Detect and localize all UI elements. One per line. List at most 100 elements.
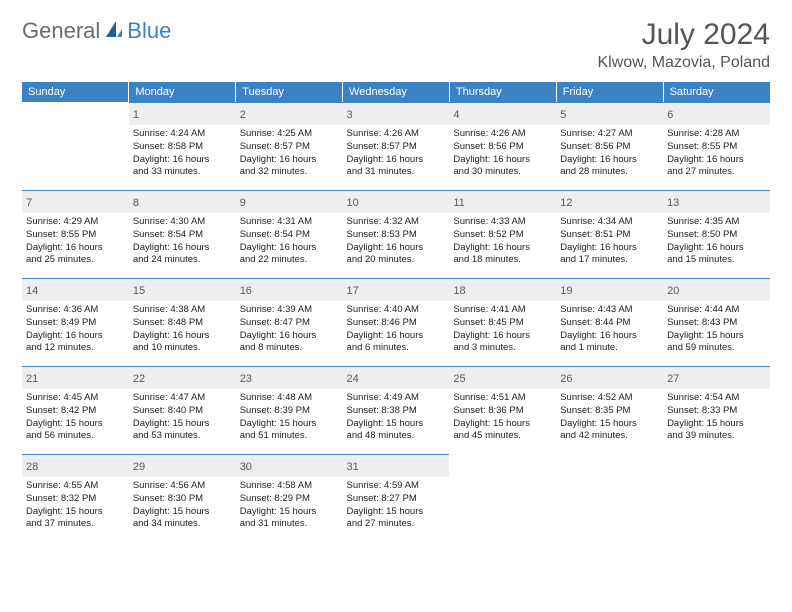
day-detail-line: Sunrise: 4:29 AM bbox=[26, 216, 125, 229]
day-number: 29 bbox=[133, 461, 145, 473]
day-details: Sunrise: 4:55 AMSunset: 8:32 PMDaylight:… bbox=[26, 480, 125, 531]
calendar-week-row: 1 Sunrise: 4:24 AMSunset: 8:58 PMDaylight… bbox=[22, 102, 770, 190]
calendar-day-cell: 7 Sunrise: 4:29 AMSunset: 8:55 PMDaylight… bbox=[22, 190, 129, 278]
day-detail-line: and 12 minutes. bbox=[26, 342, 125, 355]
day-detail-line: Sunrise: 4:43 AM bbox=[560, 304, 659, 317]
day-details: Sunrise: 4:47 AMSunset: 8:40 PMDaylight:… bbox=[133, 392, 232, 443]
day-number: 4 bbox=[453, 109, 459, 121]
calendar-day-cell: 6Sunrise: 4:28 AMSunset: 8:55 PMDaylight… bbox=[663, 102, 770, 190]
day-detail-line: Sunset: 8:52 PM bbox=[453, 229, 552, 242]
day-detail-line: Sunset: 8:38 PM bbox=[347, 405, 446, 418]
day-detail-line: Daylight: 15 hours bbox=[347, 418, 446, 431]
day-detail-line: Sunset: 8:47 PM bbox=[240, 317, 339, 330]
day-number: 3 bbox=[347, 109, 353, 121]
day-detail-line: Daylight: 16 hours bbox=[667, 154, 766, 167]
day-detail-line: Sunrise: 4:26 AM bbox=[453, 128, 552, 141]
day-detail-line: Daylight: 16 hours bbox=[133, 242, 232, 255]
day-detail-line: Daylight: 15 hours bbox=[240, 418, 339, 431]
day-detail-line: Sunrise: 4:33 AM bbox=[453, 216, 552, 229]
day-detail-line: and 59 minutes. bbox=[667, 342, 766, 355]
day-details: Sunrise: 4:25 AMSunset: 8:57 PMDaylight:… bbox=[240, 128, 339, 179]
day-details: Sunrise: 4:56 AMSunset: 8:30 PMDaylight:… bbox=[133, 480, 232, 531]
calendar-table: SundayMondayTuesdayWednesdayThursdayFrid… bbox=[22, 82, 770, 542]
day-detail-line: and 18 minutes. bbox=[453, 254, 552, 267]
day-details: Sunrise: 4:43 AMSunset: 8:44 PMDaylight:… bbox=[560, 304, 659, 355]
day-detail-line: Daylight: 16 hours bbox=[133, 154, 232, 167]
day-detail-line: Sunrise: 4:34 AM bbox=[560, 216, 659, 229]
day-detail-line: Sunrise: 4:58 AM bbox=[240, 480, 339, 493]
day-details: Sunrise: 4:31 AMSunset: 8:54 PMDaylight:… bbox=[240, 216, 339, 267]
day-number: 27 bbox=[667, 373, 679, 385]
day-number: 12 bbox=[560, 197, 572, 209]
calendar-day-cell: 16Sunrise: 4:39 AMSunset: 8:47 PMDayligh… bbox=[236, 278, 343, 366]
day-detail-line: Daylight: 15 hours bbox=[133, 418, 232, 431]
day-details: Sunrise: 4:44 AMSunset: 8:43 PMDaylight:… bbox=[667, 304, 766, 355]
day-detail-line: Sunrise: 4:55 AM bbox=[26, 480, 125, 493]
calendar-day-cell bbox=[663, 454, 770, 542]
day-detail-line: Sunset: 8:55 PM bbox=[26, 229, 125, 242]
logo-sail-icon bbox=[104, 19, 124, 44]
day-detail-line: and 22 minutes. bbox=[240, 254, 339, 267]
weekday-header: Thursday bbox=[449, 82, 556, 102]
day-number: 15 bbox=[133, 285, 145, 297]
day-detail-line: Sunset: 8:32 PM bbox=[26, 493, 125, 506]
header-right: July 2024 Klwow, Mazovia, Poland bbox=[597, 18, 770, 72]
day-detail-line: Daylight: 15 hours bbox=[26, 418, 125, 431]
day-number: 9 bbox=[240, 197, 246, 209]
day-number: 1 bbox=[133, 109, 139, 121]
day-number: 14 bbox=[26, 285, 38, 297]
day-details: Sunrise: 4:26 AMSunset: 8:57 PMDaylight:… bbox=[347, 128, 446, 179]
day-detail-line: Sunset: 8:30 PM bbox=[133, 493, 232, 506]
day-detail-line: Sunrise: 4:35 AM bbox=[667, 216, 766, 229]
day-detail-line: Sunset: 8:55 PM bbox=[667, 141, 766, 154]
calendar-day-cell: 2Sunrise: 4:25 AMSunset: 8:57 PMDaylight… bbox=[236, 102, 343, 190]
day-detail-line: Sunrise: 4:40 AM bbox=[347, 304, 446, 317]
day-detail-line: Sunrise: 4:31 AM bbox=[240, 216, 339, 229]
day-detail-line: Daylight: 16 hours bbox=[240, 330, 339, 343]
weekday-header: Sunday bbox=[22, 82, 129, 102]
day-number: 22 bbox=[133, 373, 145, 385]
day-detail-line: and 8 minutes. bbox=[240, 342, 339, 355]
day-number: 11 bbox=[453, 197, 464, 209]
day-detail-line: Sunset: 8:57 PM bbox=[240, 141, 339, 154]
day-number: 28 bbox=[26, 461, 38, 473]
day-detail-line: Daylight: 16 hours bbox=[347, 242, 446, 255]
day-detail-line: Sunset: 8:58 PM bbox=[133, 141, 232, 154]
day-detail-line: Sunset: 8:56 PM bbox=[560, 141, 659, 154]
day-details: Sunrise: 4:41 AMSunset: 8:45 PMDaylight:… bbox=[453, 304, 552, 355]
day-detail-line: and 25 minutes. bbox=[26, 254, 125, 267]
day-details: Sunrise: 4:38 AMSunset: 8:48 PMDaylight:… bbox=[133, 304, 232, 355]
day-details: Sunrise: 4:24 AMSunset: 8:58 PMDaylight:… bbox=[133, 128, 232, 179]
day-detail-line: Sunset: 8:36 PM bbox=[453, 405, 552, 418]
day-detail-line: and 32 minutes. bbox=[240, 166, 339, 179]
day-detail-line: Sunset: 8:56 PM bbox=[453, 141, 552, 154]
day-detail-line: and 33 minutes. bbox=[133, 166, 232, 179]
day-details: Sunrise: 4:45 AMSunset: 8:42 PMDaylight:… bbox=[26, 392, 125, 443]
day-detail-line: Sunset: 8:49 PM bbox=[26, 317, 125, 330]
day-detail-line: Daylight: 16 hours bbox=[560, 330, 659, 343]
day-details: Sunrise: 4:48 AMSunset: 8:39 PMDaylight:… bbox=[240, 392, 339, 443]
day-detail-line: Sunset: 8:54 PM bbox=[133, 229, 232, 242]
day-detail-line: and 30 minutes. bbox=[453, 166, 552, 179]
day-detail-line: Sunset: 8:39 PM bbox=[240, 405, 339, 418]
day-detail-line: Daylight: 16 hours bbox=[133, 330, 232, 343]
weekday-header: Saturday bbox=[663, 82, 770, 102]
day-detail-line: and 28 minutes. bbox=[560, 166, 659, 179]
day-details: Sunrise: 4:58 AMSunset: 8:29 PMDaylight:… bbox=[240, 480, 339, 531]
day-detail-line: Daylight: 16 hours bbox=[240, 242, 339, 255]
day-detail-line: and 51 minutes. bbox=[240, 430, 339, 443]
day-number: 13 bbox=[667, 197, 679, 209]
day-detail-line: and 27 minutes. bbox=[347, 518, 446, 531]
day-number: 25 bbox=[453, 373, 465, 385]
calendar-day-cell: 21Sunrise: 4:45 AMSunset: 8:42 PMDayligh… bbox=[22, 366, 129, 454]
day-detail-line: Daylight: 16 hours bbox=[453, 154, 552, 167]
day-number: 7 bbox=[26, 197, 32, 209]
day-details: Sunrise: 4:29 AMSunset: 8:55 PMDaylight:… bbox=[26, 216, 125, 267]
day-details: Sunrise: 4:35 AMSunset: 8:50 PMDaylight:… bbox=[667, 216, 766, 267]
calendar-week-row: 21Sunrise: 4:45 AMSunset: 8:42 PMDayligh… bbox=[22, 366, 770, 454]
day-details: Sunrise: 4:54 AMSunset: 8:33 PMDaylight:… bbox=[667, 392, 766, 443]
calendar-day-cell bbox=[449, 454, 556, 542]
day-detail-line: and 56 minutes. bbox=[26, 430, 125, 443]
day-detail-line: Daylight: 15 hours bbox=[667, 330, 766, 343]
day-detail-line: Sunset: 8:33 PM bbox=[667, 405, 766, 418]
